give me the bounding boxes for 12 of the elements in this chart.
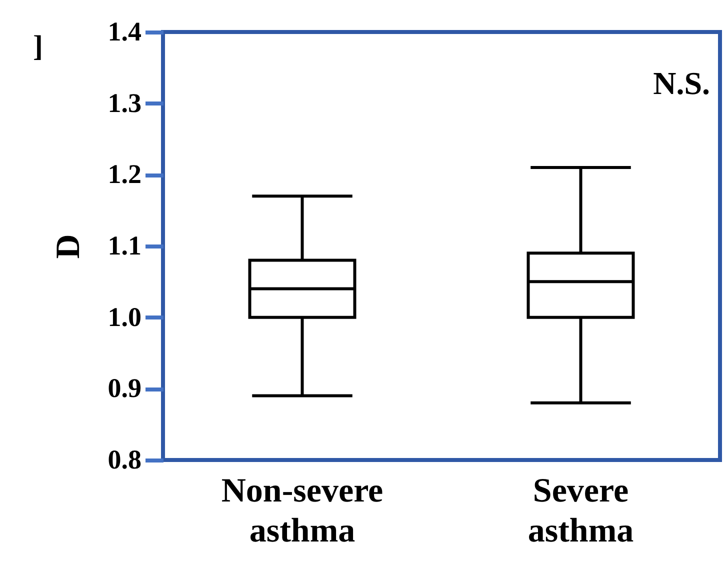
y-tick-label: 1.1 bbox=[108, 230, 142, 260]
y-tick-label: 1.0 bbox=[108, 302, 142, 332]
annotation: N.S. bbox=[653, 65, 710, 101]
y-tick-label: 1.2 bbox=[108, 159, 142, 190]
y-axis-title: D bbox=[50, 234, 87, 259]
y-tick-label: 0.8 bbox=[108, 444, 142, 474]
y-tick-label: 1.4 bbox=[108, 16, 142, 46]
text: ] bbox=[33, 30, 43, 63]
y-tick-label: 0.9 bbox=[108, 373, 142, 404]
x-tick-label: Non-severe asthma bbox=[221, 472, 384, 550]
x-tick-label: Severe asthma bbox=[528, 472, 634, 550]
y-tick-label: 1.3 bbox=[108, 88, 142, 118]
